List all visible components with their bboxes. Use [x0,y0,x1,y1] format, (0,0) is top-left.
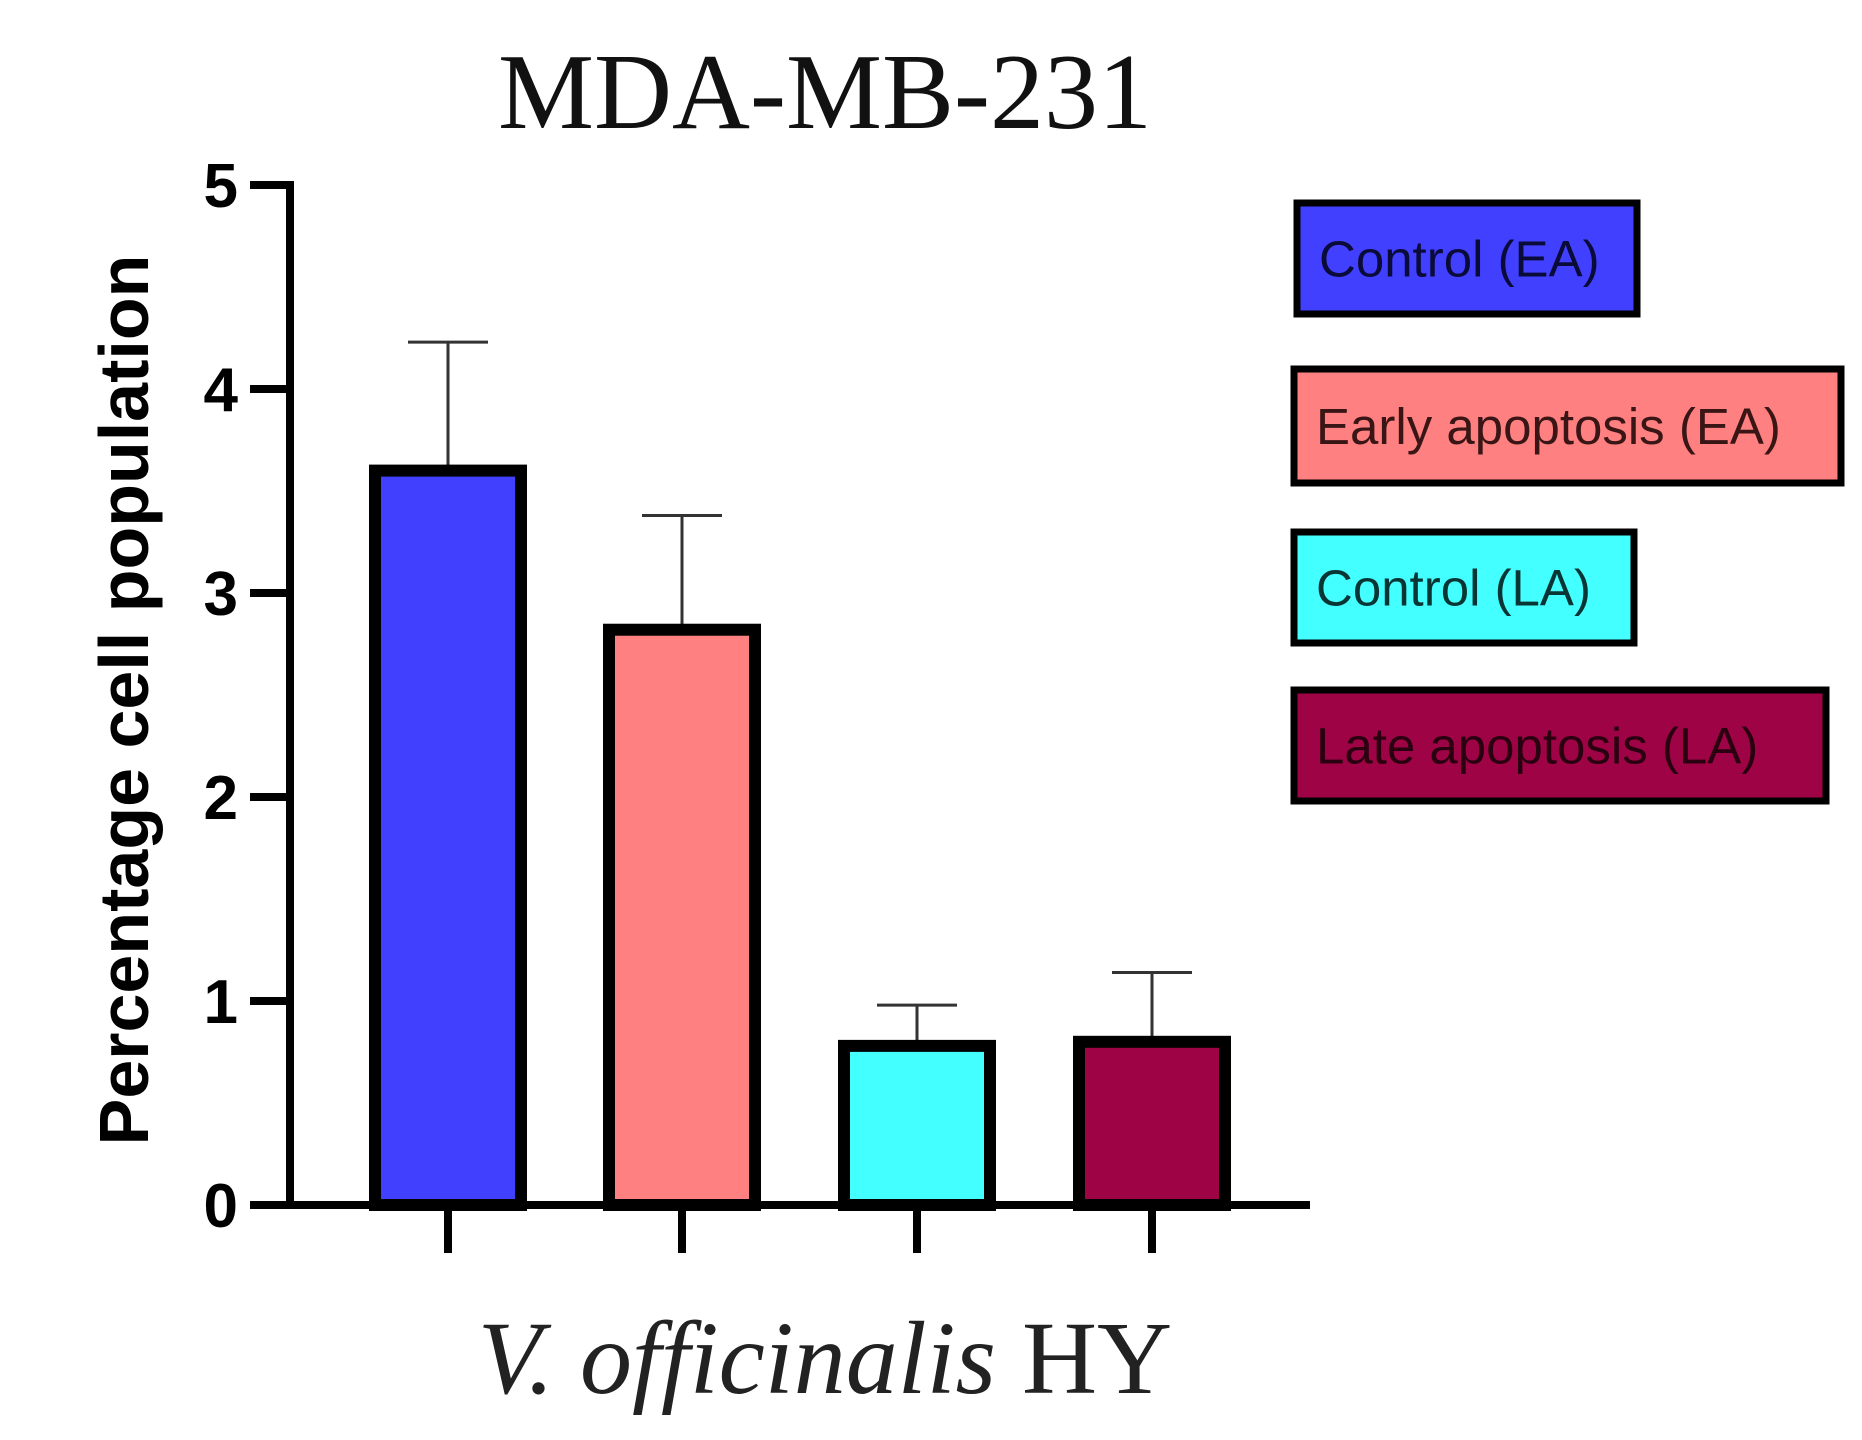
legend-label: Control (EA) [1319,231,1600,288]
legend-item: Late apoptosis (LA) [1290,686,1830,805]
y-tick-label: 1 [204,968,238,1037]
bar [369,464,527,1212]
legend-swatch [1293,199,1641,318]
legend-label: Early apoptosis (EA) [1316,398,1781,455]
legend-item: Control (LA) [1290,528,1638,647]
y-axis-label: Percentage cell population [85,255,163,1146]
x-axis-ticks [444,1205,1156,1253]
error-bars [408,340,1192,1046]
legend-item: Control (EA) [1293,199,1641,318]
bar [1073,1035,1231,1212]
x-axis-label-italic: V. officinalis [478,1301,996,1416]
bar [603,623,761,1211]
legend-swatch [1290,528,1638,647]
legend-swatch [1290,686,1830,805]
legend-label: Control (LA) [1316,560,1591,617]
bar [838,1039,996,1211]
y-tick-label: 2 [204,764,238,833]
y-tick-label: 3 [204,560,238,629]
y-tick-label: 0 [204,1172,238,1241]
legend-swatch [1290,365,1845,487]
y-axis-ticks: 0 1 2 3 4 5 [204,152,290,1241]
bars [369,464,1231,1212]
x-axis-label: V. officinalis HY [478,1301,1172,1416]
y-tick-label: 4 [204,356,239,425]
x-axis-label-plain: HY [996,1301,1172,1416]
legend-item: Early apoptosis (EA) [1290,365,1845,487]
legend: Control (EA) Early apoptosis (EA) Control … [1290,199,1845,805]
chart-title: MDA-MB-231 [498,33,1152,152]
legend-label: Late apoptosis (LA) [1316,718,1758,775]
y-tick-label: 5 [204,152,238,221]
